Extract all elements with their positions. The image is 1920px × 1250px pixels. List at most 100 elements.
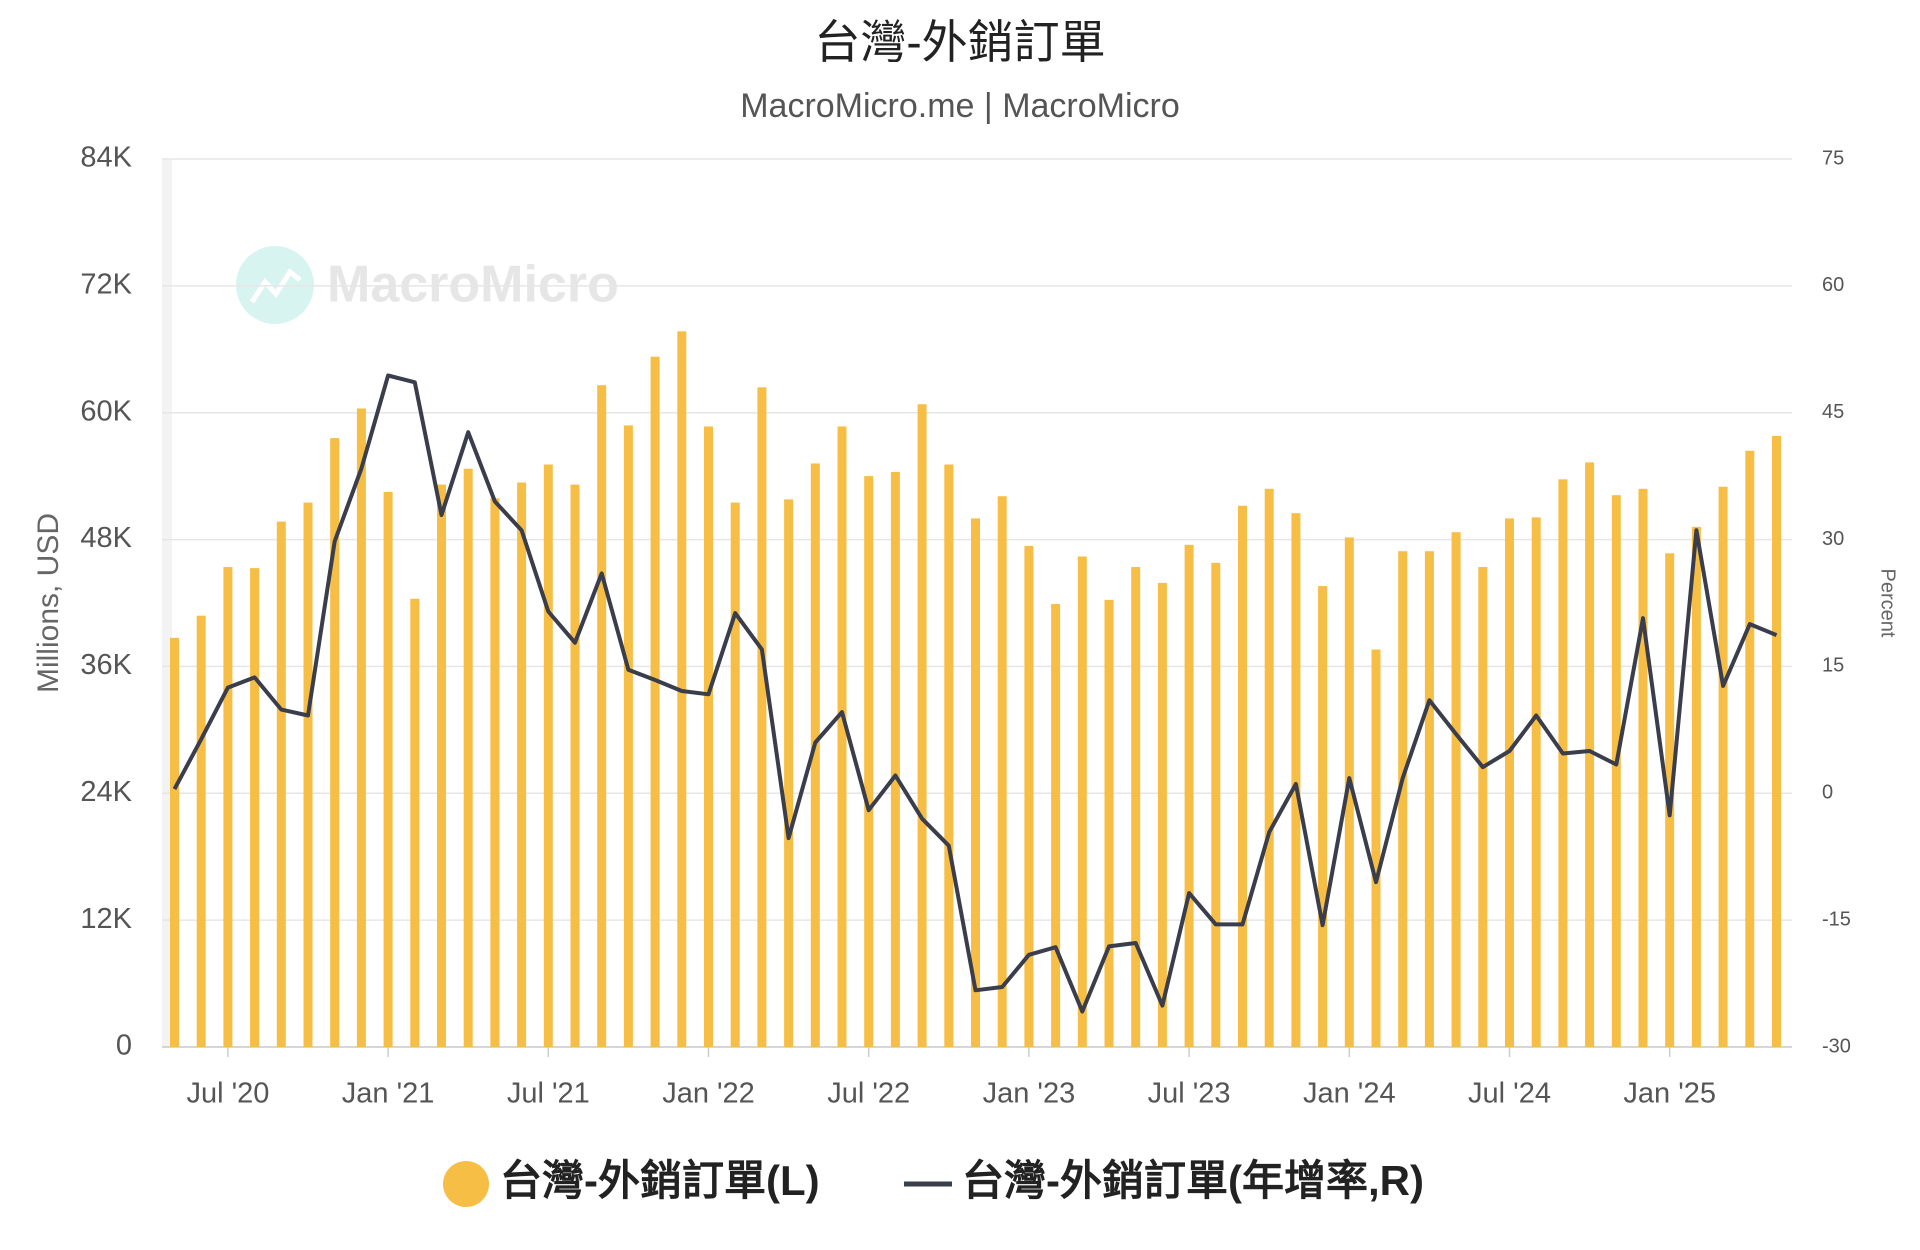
legend: 台灣-外銷訂單(L) 台灣-外銷訂單(年增率,R) [443, 1157, 1424, 1207]
bar [1772, 435, 1781, 1047]
y2-axis-label: Percent [1877, 569, 1899, 638]
bar [1478, 567, 1488, 1047]
bar [1638, 488, 1648, 1047]
x-tick-label: Jan '21 [342, 1078, 435, 1110]
bar [1104, 599, 1114, 1047]
bar [837, 426, 847, 1047]
bar [1398, 551, 1408, 1047]
bar [597, 385, 607, 1047]
bar [383, 492, 393, 1047]
bar [1371, 649, 1381, 1047]
y-tick-label: 24K [80, 776, 132, 808]
x-tick-label: Jan '25 [1623, 1078, 1716, 1110]
chart-subtitle: MacroMicro.me | MacroMicro [740, 87, 1180, 125]
bar [890, 471, 900, 1047]
bar [1718, 486, 1728, 1047]
y2-tick-label: 45 [1822, 401, 1844, 423]
chart-title: 台灣-外銷訂單 [814, 16, 1105, 68]
bar [303, 502, 313, 1048]
bar [170, 637, 179, 1047]
bar [1424, 551, 1434, 1047]
bar [1344, 537, 1354, 1047]
bar [1077, 556, 1087, 1047]
bar [463, 468, 473, 1047]
plot-left-shade [162, 159, 172, 1047]
bar [730, 502, 740, 1048]
line [172, 373, 1778, 1014]
y2-tick-label: 0 [1822, 782, 1833, 804]
x-tick-label: Jul '24 [1468, 1078, 1551, 1110]
y2-tick-label: 60 [1822, 274, 1844, 296]
y2-tick-label: 75 [1822, 147, 1844, 169]
bar [543, 464, 553, 1047]
x-tick-label: Jan '22 [662, 1078, 755, 1110]
x-tick-label: Jul '23 [1148, 1078, 1231, 1110]
bar [1691, 526, 1701, 1047]
bar [650, 356, 660, 1048]
y2-tick-label: 30 [1822, 528, 1844, 550]
bar [1051, 604, 1061, 1047]
bar [1211, 562, 1221, 1047]
x-tick-label: Jul '22 [827, 1078, 910, 1110]
bar [1745, 450, 1755, 1047]
bar [1291, 513, 1301, 1047]
bar [196, 615, 206, 1047]
bar [490, 498, 500, 1047]
bar [864, 476, 874, 1048]
bar [330, 438, 340, 1048]
bar [1238, 505, 1247, 1047]
y-tick-label: 0 [116, 1030, 132, 1062]
watermark-icon-line [249, 268, 302, 304]
bar [784, 499, 794, 1047]
y-tick-label: 60K [80, 395, 132, 427]
legend-marker [443, 1161, 489, 1207]
bar [517, 482, 527, 1047]
bar [1024, 545, 1034, 1047]
bar [1611, 495, 1621, 1048]
bar [223, 567, 233, 1047]
y2-tick-label: -30 [1822, 1035, 1851, 1057]
x-tick-label: Jan '24 [1303, 1078, 1396, 1110]
bar [623, 425, 633, 1047]
y-axis-label: Millions, USD [32, 513, 65, 693]
bar [1318, 586, 1328, 1047]
bar [410, 598, 420, 1047]
watermark-icon [236, 246, 314, 324]
bar [971, 518, 980, 1047]
bar [437, 484, 446, 1048]
bar [997, 496, 1007, 1047]
bar [1585, 462, 1595, 1047]
y-tick-label: 84K [80, 142, 132, 174]
bar [810, 463, 820, 1047]
y2-tick-label: 15 [1822, 655, 1844, 677]
x-tick-label: Jul '21 [507, 1078, 590, 1110]
y-tick-label: 36K [80, 649, 132, 681]
x-tick-label: Jan '23 [983, 1078, 1076, 1110]
bar [1264, 488, 1274, 1047]
bar [1184, 544, 1194, 1047]
bar [1505, 518, 1514, 1047]
bar [1558, 479, 1568, 1047]
bar [356, 408, 366, 1047]
bar [1451, 532, 1461, 1047]
watermark: MacroMicro [236, 246, 619, 324]
bar [1157, 582, 1167, 1047]
bar [276, 521, 286, 1047]
y2-tick-label: -15 [1822, 908, 1851, 930]
bar [250, 568, 260, 1047]
y-tick-label: 48K [80, 522, 132, 554]
bar [704, 426, 713, 1047]
bar [757, 387, 767, 1047]
legend-label: 台灣-外銷訂單(L) [500, 1157, 820, 1204]
y-tick-label: 12K [80, 903, 132, 935]
bar [944, 464, 954, 1047]
watermark-text: MacroMicro [327, 256, 619, 314]
bar [570, 484, 580, 1048]
bar [1531, 517, 1541, 1047]
y-tick-label: 72K [80, 269, 132, 301]
legend-label: 台灣-外銷訂單(年增率,R) [962, 1157, 1424, 1204]
bar [917, 404, 927, 1047]
x-tick-label: Jul '20 [186, 1078, 269, 1110]
